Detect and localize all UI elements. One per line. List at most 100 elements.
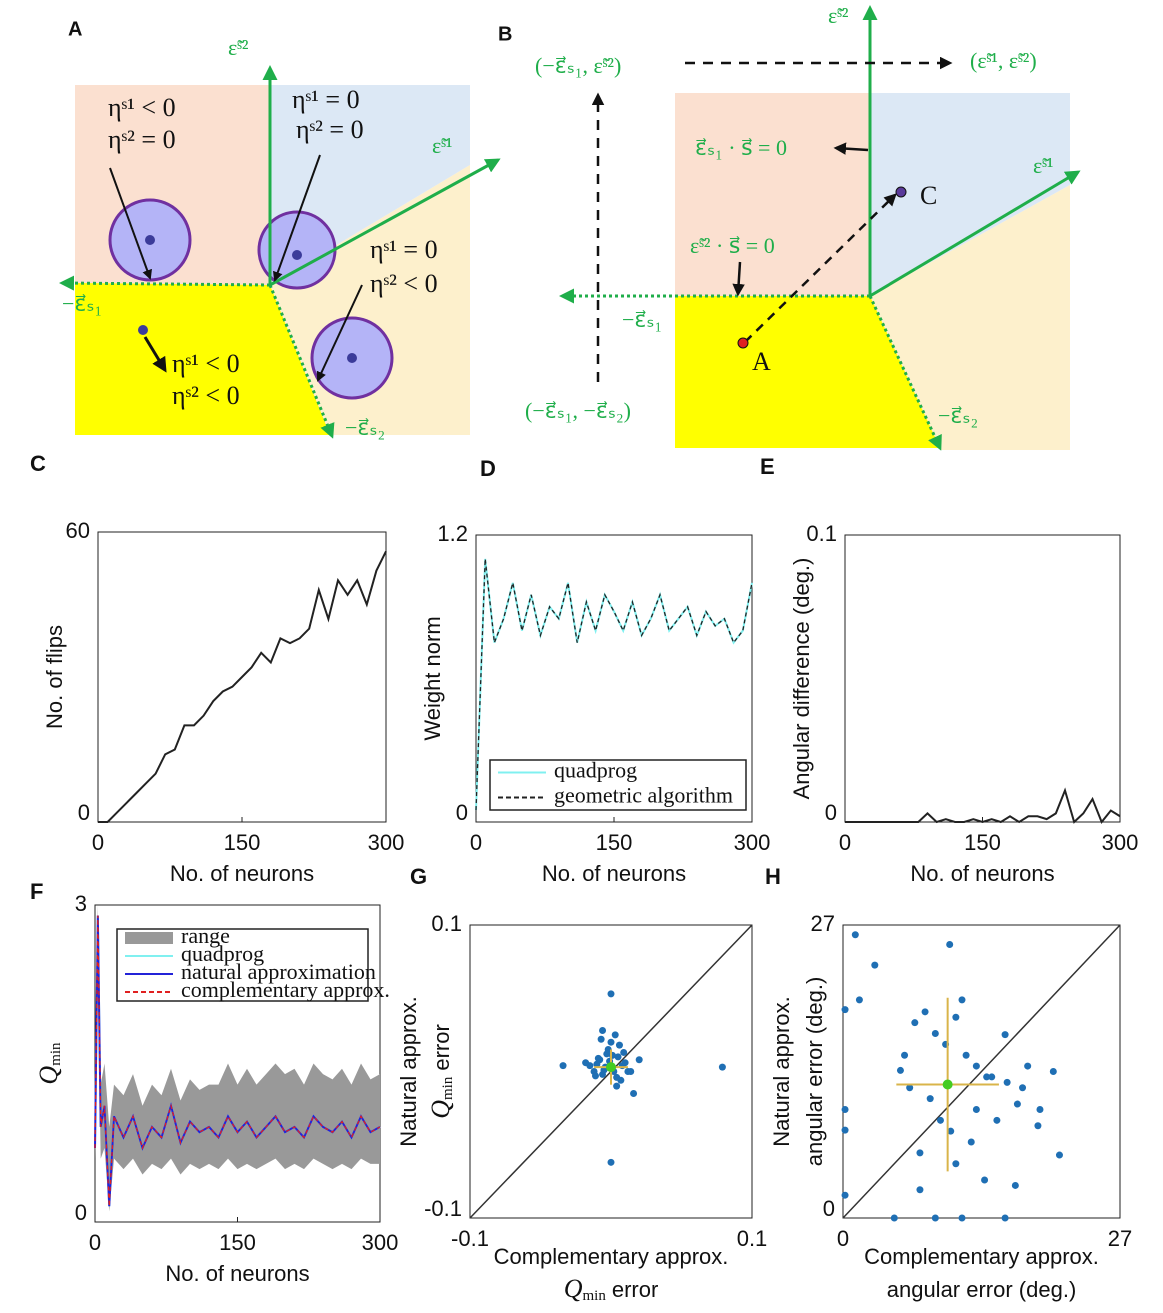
diagram-b: B ε̃ˢ² ε̃ˢ¹ −ε⃗ₛ₁ −ε⃗ₛ₂ (−ε⃗ₛ₁, ε̃ˢ²) (ε…	[498, 3, 1081, 451]
diagonal	[842, 924, 1121, 1219]
pointer	[273, 154, 321, 282]
x-tick-label: 300	[734, 830, 771, 855]
point	[851, 931, 859, 939]
point	[901, 1051, 909, 1059]
corner-label: (ε̃ˢ¹, ε̃ˢ²)	[970, 48, 1037, 73]
point	[614, 1053, 622, 1061]
pointer	[732, 261, 745, 297]
math-subscript: min	[440, 1076, 456, 1100]
point-label: A	[752, 347, 771, 376]
axis-label: Natural approx. Qmin error	[396, 996, 457, 1146]
legend-swatch	[125, 932, 173, 944]
y-tick-label: 60	[66, 518, 90, 543]
panel-label: B	[498, 23, 512, 45]
math-symbol: Q	[34, 1066, 63, 1085]
region-label: ηˢ¹ < 0	[172, 349, 240, 378]
x-tick-label: -0.1	[451, 1226, 489, 1251]
x-tick-label: 0	[89, 1230, 101, 1255]
plot-frame	[844, 534, 1121, 823]
point	[608, 1051, 616, 1059]
point	[916, 1186, 924, 1194]
y-tick-label: 1.2	[437, 521, 468, 546]
axis-label-text: Qmin	[34, 1042, 64, 1085]
x-tick-label: 150	[964, 830, 1001, 855]
point	[607, 990, 615, 998]
point	[615, 1041, 623, 1049]
math-symbol: Q	[564, 1274, 583, 1303]
region-label: ηˢ¹ = 0	[292, 85, 360, 114]
point	[926, 1095, 934, 1103]
axis-label: Complementary approx. Qmin error	[494, 1244, 729, 1305]
legend-label: natural approximation	[181, 959, 376, 984]
point	[620, 1048, 628, 1056]
point	[617, 1076, 625, 1084]
axis-label-text: No. of flips	[42, 625, 67, 729]
axis-arrow	[269, 158, 501, 287]
point	[841, 1126, 849, 1134]
axis-label-text: Qmin error	[564, 1274, 659, 1304]
point	[718, 1063, 726, 1071]
point	[1001, 1031, 1009, 1039]
x-tick-label: 0	[837, 1226, 849, 1251]
point	[1034, 1122, 1042, 1130]
x-tick-label: 0	[470, 830, 482, 855]
point	[981, 1176, 989, 1184]
math-subscript: min	[582, 1288, 606, 1304]
point	[1011, 1181, 1019, 1189]
point	[936, 1116, 944, 1124]
point	[1049, 1068, 1057, 1075]
axis-label-text: No. of neurons	[165, 1261, 309, 1286]
x-tick-label: 300	[368, 830, 405, 855]
region	[675, 93, 870, 296]
point	[593, 1060, 601, 1068]
plot-frame	[842, 924, 1121, 1219]
point	[841, 1006, 849, 1014]
point-a	[737, 337, 749, 349]
panel-label: H	[765, 864, 781, 889]
point	[1013, 1100, 1021, 1108]
axis-label-text: Natural approx.	[769, 996, 794, 1146]
x-tick-label: 150	[596, 830, 633, 855]
axis-label: No. of neurons	[165, 1261, 309, 1286]
panel-label: F	[30, 879, 43, 904]
axis-label-text: No. of neurons	[542, 861, 686, 886]
axis-label-text: Qmin error	[426, 1024, 456, 1119]
pointer	[109, 167, 152, 280]
axis-arrow	[869, 170, 1081, 298]
axis-label: −ε⃗ₛ₁	[62, 291, 102, 316]
axis-arrow	[868, 295, 942, 451]
point	[921, 1008, 929, 1016]
axis-label-text: Complementary approx.	[864, 1244, 1099, 1269]
point	[630, 1089, 638, 1097]
axis-label: ε̃ˢ¹	[432, 133, 453, 158]
region	[870, 185, 1070, 450]
axis-label: −ε⃗ₛ₂	[345, 415, 385, 440]
range-band	[95, 905, 380, 1212]
pointer	[833, 142, 869, 155]
axis-label: Qmin	[34, 1042, 64, 1085]
point	[946, 941, 954, 949]
point	[993, 1116, 1001, 1124]
point	[983, 1073, 991, 1081]
boundary-label: ε⃗ₛ₁ · s⃗ = 0	[695, 135, 787, 160]
point	[603, 1050, 611, 1058]
point	[582, 1059, 590, 1067]
axis-arrow	[59, 275, 271, 291]
point	[599, 1026, 607, 1034]
axis-label: No. of flips	[42, 625, 67, 729]
math-subscript: min	[48, 1042, 64, 1066]
dot	[347, 353, 357, 363]
region	[870, 93, 1070, 296]
axis-label: −ε⃗ₛ₂	[938, 403, 978, 428]
point	[906, 1084, 914, 1092]
axis-label: Natural approx. angular error (deg.)	[769, 977, 827, 1167]
pointer	[143, 336, 167, 373]
axis-label-text: Natural approx.	[396, 996, 421, 1146]
point	[600, 1066, 608, 1074]
point	[1024, 1062, 1032, 1070]
point	[952, 1160, 960, 1168]
y-tick-label: 0	[78, 800, 90, 825]
point	[559, 1062, 567, 1070]
panel-label: D	[480, 456, 496, 481]
